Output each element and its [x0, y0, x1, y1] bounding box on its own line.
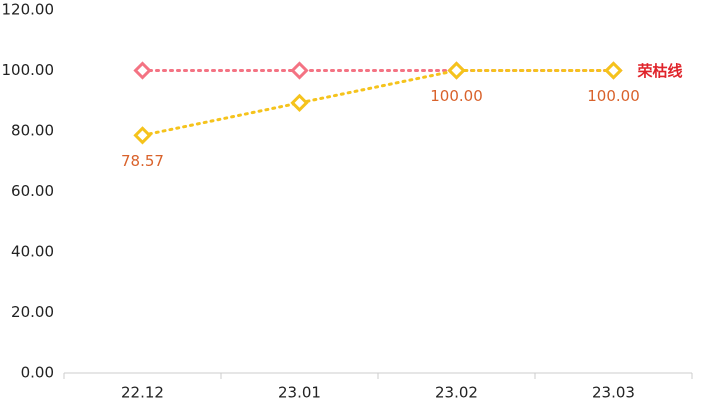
y-tick-label: 60.00	[11, 182, 54, 200]
point-marker	[604, 61, 623, 80]
point-marker	[447, 61, 466, 80]
point-marker	[290, 93, 309, 112]
x-tick-label: 23.02	[435, 384, 478, 402]
point-marker	[290, 61, 309, 80]
y-tick-label: 20.00	[11, 303, 54, 321]
point-marker	[133, 61, 152, 80]
series-label: 荣枯线	[637, 62, 683, 80]
data-label: 78.57	[121, 152, 164, 170]
x-tick-label: 23.03	[592, 384, 635, 402]
data-label: 100.00	[587, 87, 640, 105]
y-tick-label: 120.00	[2, 1, 55, 19]
y-tick-label: 100.00	[2, 61, 55, 79]
y-tick-label: 80.00	[11, 122, 54, 140]
series-line	[141, 69, 615, 137]
x-tick-label: 22.12	[121, 384, 164, 402]
x-tick-label: 23.01	[278, 384, 321, 402]
data-label: 100.00	[430, 87, 483, 105]
point-marker	[133, 126, 152, 145]
y-tick-label: 0.00	[21, 364, 54, 382]
y-tick-label: 40.00	[11, 243, 54, 261]
